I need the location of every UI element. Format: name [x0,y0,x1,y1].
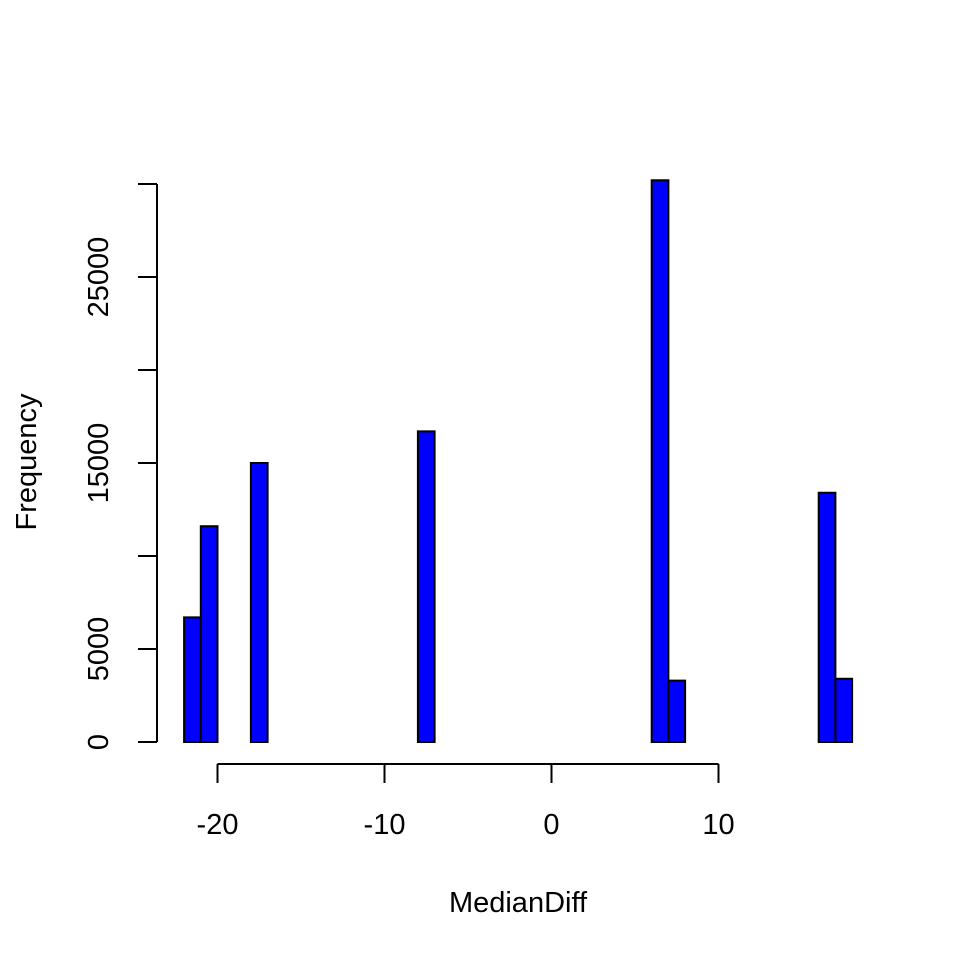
x-axis-title: MedianDiff [449,887,588,919]
histogram-bar [183,616,202,744]
histogram-bar [249,462,269,743]
y-tick-label: 5000 [83,617,115,682]
x-tick-label: 0 [543,809,559,841]
x-tick-label: 10 [702,809,734,841]
histogram-bar [817,491,837,744]
y-tick-label: 25000 [83,237,115,318]
histogram-bar [199,525,219,743]
y-tick-label: 0 [83,734,115,750]
y-tick-label: 15000 [83,423,115,504]
histogram-bars [183,179,854,744]
histogram-bar [416,430,436,743]
x-tick-label: -10 [364,809,406,841]
y-axis-title: Frequency [11,393,43,531]
y-axis: 0 5000 15000 25000 [83,183,158,750]
x-axis: -20 -10 0 10 [197,763,735,841]
histogram-bar [650,179,670,743]
histogram-bar [667,679,687,743]
histogram-bar [834,677,854,744]
x-tick-label: -20 [197,809,239,841]
